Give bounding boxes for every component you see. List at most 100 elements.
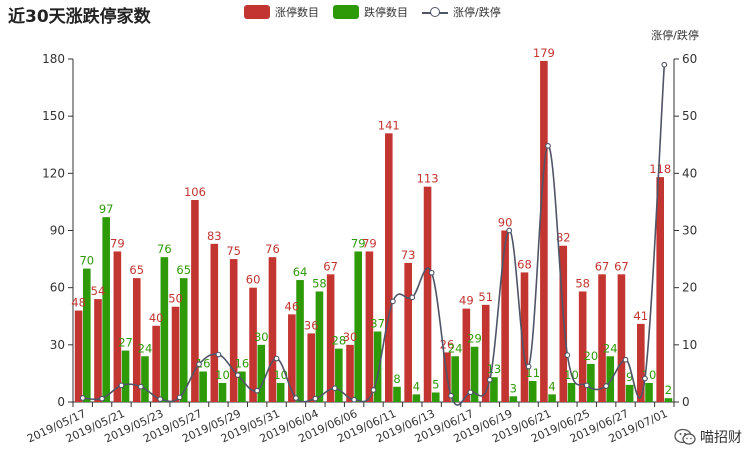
y-left-tick-label: 90 xyxy=(50,224,65,238)
bar-label-limit-up: 79 xyxy=(110,236,125,250)
ratio-point xyxy=(428,269,435,276)
bar-label-limit-down: 2 xyxy=(665,383,672,397)
bar-label-limit-down: 9 xyxy=(626,370,633,384)
bar-limit-down xyxy=(373,331,382,402)
bar-limit-down xyxy=(412,394,421,402)
ratio-point xyxy=(583,382,590,389)
legend-line-icon xyxy=(422,5,448,19)
bar-label-limit-up: 49 xyxy=(459,294,474,308)
ratio-point xyxy=(138,383,144,390)
ratio-point xyxy=(273,355,280,362)
legend-label-limit-down: 跌停数目 xyxy=(364,6,408,19)
watermark-text: 喵招财 xyxy=(700,430,742,446)
bar-limit-up xyxy=(520,272,529,402)
bar-limit-up xyxy=(326,274,335,402)
ratio-point xyxy=(622,356,629,363)
bar-label-limit-up: 79 xyxy=(362,236,377,250)
legend-item-ratio[interactable]: 涨停/跌停 xyxy=(422,4,501,20)
bar-limit-down xyxy=(490,377,498,402)
bar-limit-down xyxy=(567,382,576,402)
bar-limit-up xyxy=(617,274,626,402)
bar-label-limit-up: 67 xyxy=(595,259,610,273)
bar-limit-down xyxy=(160,257,169,402)
bar-limit-down xyxy=(528,381,537,402)
ratio-point xyxy=(157,396,164,402)
bar-label-limit-down: 10 xyxy=(215,368,230,382)
ratio-point xyxy=(331,385,338,392)
bar-label-limit-up: 36 xyxy=(304,318,319,332)
bar-label-limit-down: 11 xyxy=(525,366,540,380)
bar-limit-down xyxy=(179,278,188,402)
bar-limit-up xyxy=(152,325,160,402)
y-left-tick-label: 0 xyxy=(57,395,65,409)
bar-limit-up xyxy=(94,299,102,402)
ratio-line xyxy=(82,64,666,406)
chart-title: 近30天涨跌停家数 xyxy=(8,7,151,27)
bar-label-limit-down: 3 xyxy=(510,381,517,395)
bar-limit-up xyxy=(384,133,393,403)
bar-label-limit-down: 79 xyxy=(351,236,366,250)
bar-label-limit-up: 67 xyxy=(323,259,338,273)
bar-limit-up xyxy=(462,308,471,402)
ratio-point xyxy=(293,395,299,401)
ratio-point xyxy=(176,394,183,401)
bar-label-limit-down: 30 xyxy=(254,330,269,344)
bar-limit-up xyxy=(229,259,238,402)
bar-limit-up xyxy=(423,186,432,402)
bar-limit-down xyxy=(354,251,363,402)
bar-limit-down xyxy=(393,386,401,402)
ratio-point xyxy=(661,61,668,68)
bar-label-limit-down: 16 xyxy=(235,357,250,371)
bar-limit-up xyxy=(598,274,606,402)
bar-limit-down xyxy=(141,356,149,402)
ratio-point xyxy=(370,387,377,393)
bar-limit-up xyxy=(481,304,490,402)
bar-label-limit-up: 141 xyxy=(378,118,400,132)
bar-label-limit-up: 67 xyxy=(614,259,629,273)
bar-label-limit-up: 54 xyxy=(91,284,106,298)
bar-limit-down xyxy=(548,394,556,402)
bar-label-limit-down: 70 xyxy=(79,254,94,268)
ratio-point xyxy=(390,298,396,305)
ratio-point xyxy=(486,376,493,383)
bar-label-limit-down: 13 xyxy=(487,362,502,376)
legend-item-limit-up[interactable]: 涨停数目 xyxy=(244,4,319,20)
ratio-point xyxy=(525,363,532,370)
legend-label-limit-up: 涨停数目 xyxy=(275,6,319,19)
bar-label-limit-up: 58 xyxy=(575,276,590,290)
ratio-point xyxy=(99,395,105,402)
bar-limit-up xyxy=(501,230,509,402)
bar-limit-down xyxy=(102,217,110,402)
bar-label-limit-down: 8 xyxy=(393,372,400,386)
y-right-tick-label: 20 xyxy=(682,281,697,295)
bar-label-limit-up: 75 xyxy=(226,244,241,258)
y-left-tick-label: 180 xyxy=(42,52,65,66)
bar-label-limit-up: 60 xyxy=(246,273,261,287)
bar-label-limit-down: 28 xyxy=(332,334,347,348)
ratio-point xyxy=(234,372,241,378)
y-left-tick-label: 150 xyxy=(42,109,65,123)
wechat-icon xyxy=(674,428,696,445)
bar-label-limit-down: 27 xyxy=(118,336,133,350)
y-left-tick-label: 120 xyxy=(42,166,65,180)
bar-label-limit-up: 179 xyxy=(533,46,555,60)
ratio-point xyxy=(603,383,609,389)
bar-limit-up xyxy=(346,344,354,402)
ratio-point xyxy=(215,351,222,358)
bar-label-limit-up: 106 xyxy=(184,185,206,199)
legend-swatch-limit-down xyxy=(333,5,359,19)
y-right-tick-label: 40 xyxy=(682,166,697,180)
bar-limit-down xyxy=(645,382,653,402)
bar-limit-down xyxy=(121,350,130,402)
legend-item-limit-down[interactable]: 跌停数目 xyxy=(333,4,408,20)
bar-label-limit-down: 24 xyxy=(448,341,463,355)
bar-limit-down xyxy=(315,291,324,402)
bar-label-limit-down: 20 xyxy=(584,349,599,363)
ratio-point xyxy=(79,395,86,401)
bar-label-limit-down: 58 xyxy=(312,276,327,290)
bar-label-limit-up: 30 xyxy=(343,330,358,344)
bar-label-limit-up: 83 xyxy=(207,229,222,243)
bar-limit-down xyxy=(218,382,227,402)
y-right-tick-label: 30 xyxy=(682,224,697,238)
bar-label-limit-down: 64 xyxy=(293,265,308,279)
